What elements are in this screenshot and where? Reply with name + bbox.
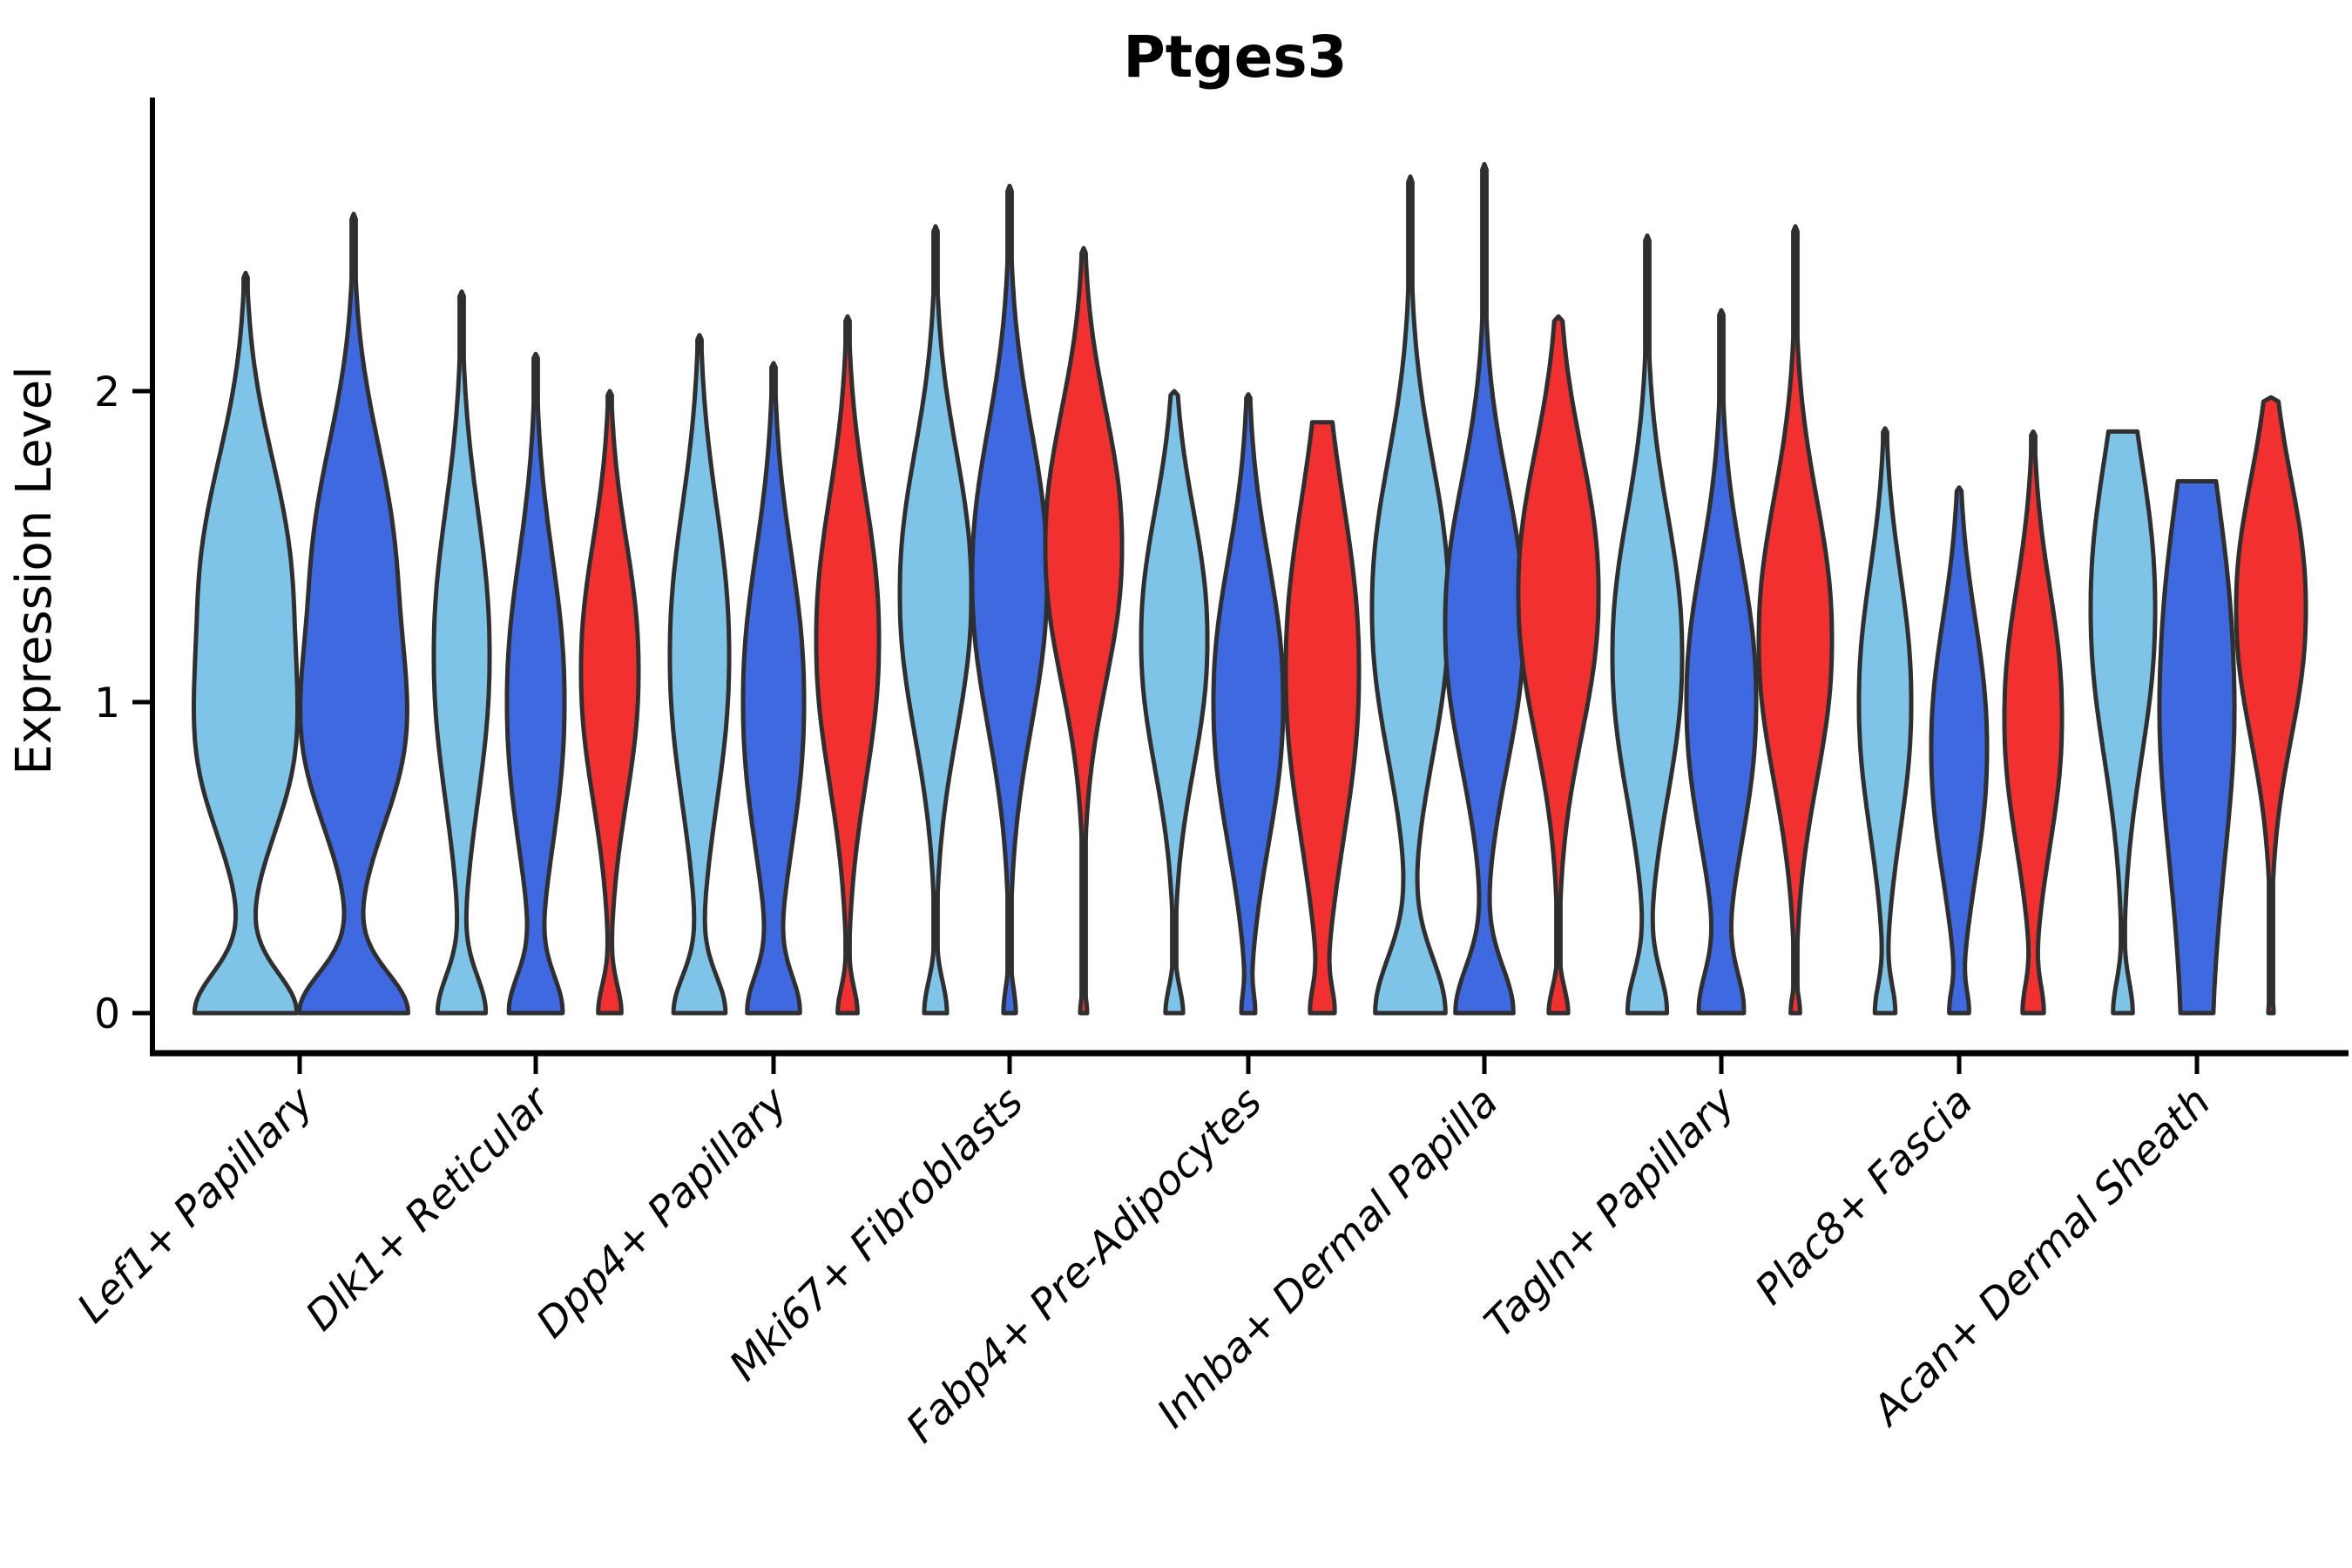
y-tick-label: 2 <box>94 368 120 416</box>
violin-2-light_blue <box>667 333 732 1016</box>
violin-6-red <box>1756 224 1835 1016</box>
violin-7-light_blue <box>1856 426 1914 1016</box>
violin-0-royal_blue <box>297 212 410 1016</box>
y-tick-label: 0 <box>94 990 120 1038</box>
violin-6-light_blue <box>1610 233 1685 1016</box>
x-tick-label-2: Dpp4+ Papillary <box>527 1078 797 1348</box>
violin-1-red <box>578 389 641 1016</box>
violin-6-royal_blue <box>1684 308 1759 1016</box>
violin-7-red <box>2002 429 2065 1016</box>
violin-3-royal_blue <box>970 183 1050 1016</box>
violin-3-red <box>1043 246 1125 1016</box>
y-axis: 0 1 2 <box>94 98 155 1056</box>
x-tick-label-0: Lef1+ Papillary <box>68 1078 323 1333</box>
violin-1-light_blue <box>431 289 492 1016</box>
violins-layer <box>192 161 2308 1016</box>
violin-2-red <box>814 314 882 1016</box>
violin-4-light_blue <box>1139 389 1210 1016</box>
violin-8-red <box>2234 395 2308 1016</box>
violin-8-light_blue <box>2088 429 2158 1016</box>
y-tick-label: 1 <box>94 679 120 727</box>
violin-7-royal_blue <box>1929 485 1990 1016</box>
x-tick-label-7: Plac8+ Fascia <box>1746 1078 1982 1315</box>
plot-title: Ptges3 <box>1123 24 1347 91</box>
y-axis-label: Expression Level <box>6 366 63 775</box>
violin-5-royal_blue <box>1443 161 1526 1016</box>
violin-4-royal_blue <box>1211 392 1286 1016</box>
violin-8-royal_blue <box>2157 479 2237 1016</box>
violin-3-light_blue <box>897 224 974 1016</box>
violin-1-royal_blue <box>504 351 567 1016</box>
violin-5-red <box>1516 314 1601 1016</box>
x-tick-label-6: Tagln+ Papillary <box>1476 1078 1746 1348</box>
x-tick-label-1: Dlk1+ Reticular <box>297 1077 561 1341</box>
violin-0-light_blue <box>192 270 300 1016</box>
violin-4-red <box>1283 420 1362 1016</box>
violin-2-royal_blue <box>740 361 807 1016</box>
violin-5-light_blue <box>1369 174 1451 1016</box>
